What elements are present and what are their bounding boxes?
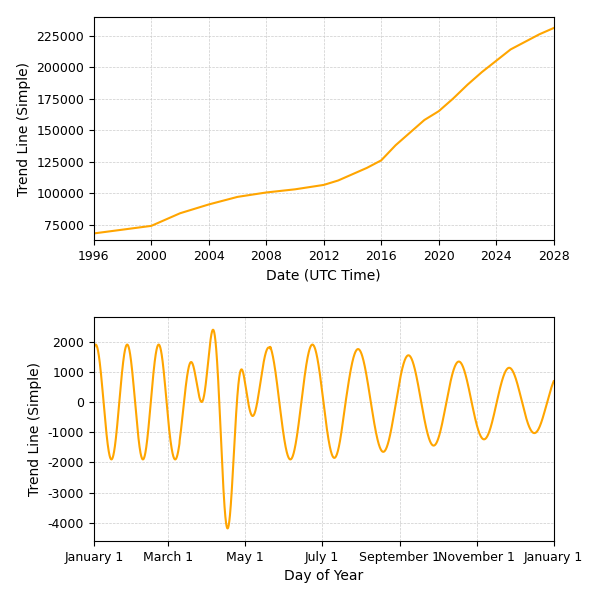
Y-axis label: Trend Line (Simple): Trend Line (Simple) (28, 362, 42, 496)
X-axis label: Day of Year: Day of Year (284, 569, 364, 583)
Y-axis label: Trend Line (Simple): Trend Line (Simple) (17, 62, 31, 196)
X-axis label: Date (UTC Time): Date (UTC Time) (266, 269, 381, 283)
